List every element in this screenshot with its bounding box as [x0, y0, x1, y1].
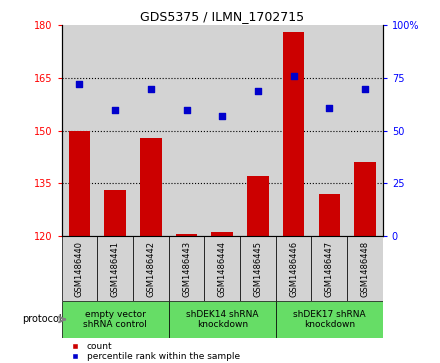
Point [147, 86, 154, 91]
Bar [97, 236, 133, 301]
Bar [319, 194, 340, 236]
Title: GDS5375 / ILMN_1702715: GDS5375 / ILMN_1702715 [140, 10, 304, 23]
Text: GSM1486445: GSM1486445 [253, 241, 262, 297]
Point [183, 107, 190, 113]
Bar [62, 301, 169, 338]
Bar [169, 301, 276, 338]
Bar [104, 190, 126, 236]
Text: GSM1486440: GSM1486440 [75, 241, 84, 297]
Bar [69, 131, 90, 236]
Text: GSM1486441: GSM1486441 [110, 241, 120, 297]
Text: empty vector
shRNA control: empty vector shRNA control [83, 310, 147, 329]
Bar [276, 301, 383, 338]
Bar [176, 234, 197, 236]
Bar [204, 236, 240, 301]
Legend: count, percentile rank within the sample: count, percentile rank within the sample [66, 342, 240, 361]
Text: protocol: protocol [22, 314, 62, 325]
Text: GSM1486442: GSM1486442 [147, 241, 155, 297]
Bar [169, 236, 204, 301]
Point [290, 73, 297, 79]
Bar [347, 236, 383, 301]
Bar [276, 236, 312, 301]
Text: GSM1486443: GSM1486443 [182, 241, 191, 297]
Point [76, 81, 83, 87]
Point [254, 88, 261, 94]
Bar [240, 236, 276, 301]
Text: GSM1486447: GSM1486447 [325, 241, 334, 297]
Bar [62, 236, 97, 301]
Bar [212, 232, 233, 236]
Point [361, 86, 368, 91]
Point [112, 107, 119, 113]
Point [326, 105, 333, 110]
Bar [140, 138, 161, 236]
Point [219, 113, 226, 119]
Bar [312, 236, 347, 301]
Text: GSM1486446: GSM1486446 [289, 241, 298, 297]
Text: GSM1486444: GSM1486444 [218, 241, 227, 297]
Bar [247, 176, 268, 236]
Text: shDEK17 shRNA
knockdown: shDEK17 shRNA knockdown [293, 310, 366, 329]
Bar [133, 236, 169, 301]
Bar [354, 162, 376, 236]
Text: GSM1486448: GSM1486448 [360, 241, 370, 297]
Bar [283, 32, 304, 236]
Text: shDEK14 shRNA
knockdown: shDEK14 shRNA knockdown [186, 310, 258, 329]
